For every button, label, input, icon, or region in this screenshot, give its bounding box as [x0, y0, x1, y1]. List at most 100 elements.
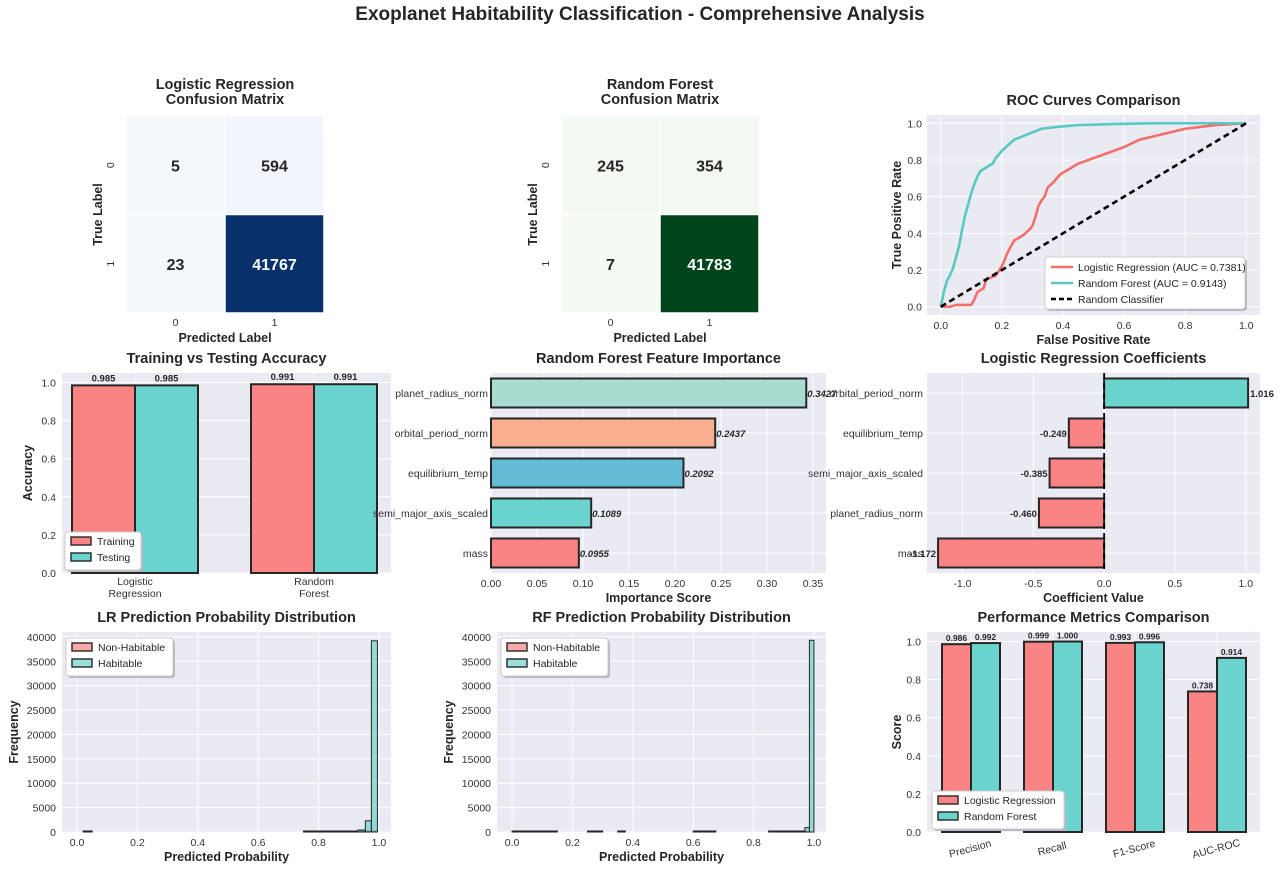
rf-hist-hist-bar: [519, 830, 528, 833]
coef-x-tick: -1.0: [953, 578, 971, 590]
rf-cm-title: Random Forest: [607, 77, 714, 93]
rf-hist-y-tick: 40000: [462, 632, 491, 644]
lr-cm-cell-value: 594: [261, 158, 288, 175]
fi-x-tick: 0.25: [711, 578, 732, 590]
roc-x-label: False Positive Rate: [1037, 333, 1151, 347]
roc-legend-label: Logistic Regression (AUC = 0.7381): [1078, 262, 1246, 274]
lr-hist-x-tick: 1.0: [372, 837, 387, 849]
rf-hist-y-tick: 25000: [462, 705, 491, 717]
rf-cm-cell: [560, 115, 661, 216]
lr-cm-cell-value: 5: [171, 158, 180, 175]
acc-bar: [250, 383, 315, 574]
rf-hist-x-tick: 0.6: [686, 837, 701, 849]
roc-y-tick: 0.8: [907, 155, 922, 167]
perf-y-tick: 0.4: [906, 751, 921, 763]
fi-x-label: Importance Score: [606, 591, 712, 605]
perf-legend: [931, 790, 1065, 830]
roc-series-line: [939, 121, 1247, 308]
rf-hist-legend-label: Non-Habitable: [533, 642, 600, 654]
acc-x-tick: Logistic: [117, 576, 153, 588]
perf-legend-swatch: [937, 795, 959, 805]
perf-bar-label: 0.993: [1110, 632, 1132, 642]
rf-hist-legend-label: Habitable: [533, 658, 578, 670]
rf-cm-cell: [560, 213, 661, 314]
lr-cm-y-tick: 0: [105, 162, 117, 168]
fi-title: Random Forest Feature Importance: [536, 351, 781, 367]
rf-cm-title: Confusion Matrix: [601, 92, 719, 108]
fi-x-tick: 0.05: [527, 578, 548, 590]
rf-hist-x-tick: 0.4: [626, 837, 641, 849]
rf-hist-hist-bar: [511, 830, 521, 833]
fi-bar: [490, 537, 580, 569]
perf-bar: [1187, 690, 1218, 834]
coef-bar: [1048, 457, 1106, 489]
rf-hist-hist-bar: [587, 830, 596, 833]
lr-hist-x-tick: 0.2: [130, 837, 145, 849]
rf-hist-hist-bar: [783, 830, 792, 833]
lr-hist-hist-bar: [302, 830, 314, 833]
roc-legend: [1044, 256, 1246, 310]
lr-hist-y-tick: 5000: [33, 803, 57, 815]
rf-hist-hist-bar: [617, 830, 626, 833]
rf-cm-cell-value: 245: [597, 158, 624, 175]
roc-x-tick: 0.2: [995, 320, 1010, 332]
roc-y-tick: 0.0: [907, 302, 922, 314]
lr-hist-legend-swatch: [71, 642, 93, 652]
fi-y-tick: semi_major_axis_scaled: [373, 508, 488, 520]
rf-cm-x-label: Predicted Label: [613, 331, 706, 345]
coef-x-tick: -0.5: [1024, 578, 1042, 590]
lr-hist-legend-swatch: [71, 658, 93, 668]
roc-y-label: True Positive Rate: [890, 161, 904, 269]
perf-bar: [1216, 656, 1247, 834]
rf-hist-x-tick: 0.2: [565, 837, 580, 849]
coef-bar-label: 1.016: [1250, 389, 1274, 400]
fi-y-tick: mass: [463, 548, 488, 560]
rf-hist-hist-bar: [798, 830, 806, 833]
rf-cm-x-tick: 0: [608, 317, 614, 329]
acc-y-tick: 0.6: [41, 454, 56, 466]
acc-legend-swatch: [70, 552, 92, 562]
fi-bar: [490, 417, 717, 449]
coef-x-tick: 1.0: [1239, 578, 1254, 590]
roc-legend-label: Random Classifier: [1078, 294, 1164, 306]
perf-x-tick: AUC-ROC: [1191, 837, 1242, 861]
roc-series-line: [940, 121, 1247, 309]
rf-cm-y-tick: 1: [540, 261, 552, 267]
perf-y-tick: 1.0: [906, 637, 921, 649]
acc-bar-label: 0.985: [155, 373, 179, 384]
roc-x-tick: 0.4: [1056, 320, 1071, 332]
lr-hist-y-tick: 20000: [27, 729, 56, 741]
acc-x-tick: Forest: [299, 588, 329, 600]
coef-x-tick: 0.0: [1097, 578, 1112, 590]
acc-legend-swatch: [70, 536, 92, 546]
fi-bar: [490, 377, 808, 409]
perf-legend-label: Logistic Regression: [964, 795, 1056, 807]
fi-x-tick: 0.35: [803, 578, 824, 590]
lr-cm-y-tick: 1: [105, 261, 117, 267]
lr-hist-hist-bar: [364, 820, 372, 833]
acc-legend-label: Training: [97, 536, 135, 548]
lr-hist-legend-label: Habitable: [98, 658, 143, 670]
fi-y-tick: equilibrium_temp: [408, 468, 488, 480]
rf-hist-y-tick: 35000: [462, 656, 491, 668]
fi-x-tick: 0.00: [481, 578, 502, 590]
lr-hist-y-tick: 0: [50, 827, 56, 839]
coef-bar: [1067, 417, 1106, 449]
perf-legend-swatch: [937, 811, 959, 821]
coef-title: Logistic Regression Coefficients: [981, 351, 1207, 367]
roc-y-tick: 0.6: [907, 192, 922, 204]
lr-hist-hist-bar: [321, 830, 332, 833]
lr-hist-y-tick: 10000: [27, 778, 56, 790]
lr-hist-hist-bar: [370, 640, 378, 833]
coef-y-tick: orbital_period_norm: [830, 388, 924, 400]
lr-hist-x-tick: 0.8: [311, 837, 326, 849]
acc-bar-label: 0.991: [334, 372, 358, 383]
lr-hist-x-tick: 0.6: [251, 837, 266, 849]
lr-hist-y-label: Frequency: [7, 700, 21, 763]
lr-hist-y-tick: 35000: [27, 656, 56, 668]
rf-hist-y-tick: 5000: [468, 803, 492, 815]
figure-title: Exoplanet Habitability Classification - …: [355, 4, 925, 25]
perf-bar-label: 0.986: [946, 633, 968, 643]
lr-cm-y-label: True Label: [91, 183, 105, 246]
rf-hist-hist-bar: [808, 639, 815, 833]
